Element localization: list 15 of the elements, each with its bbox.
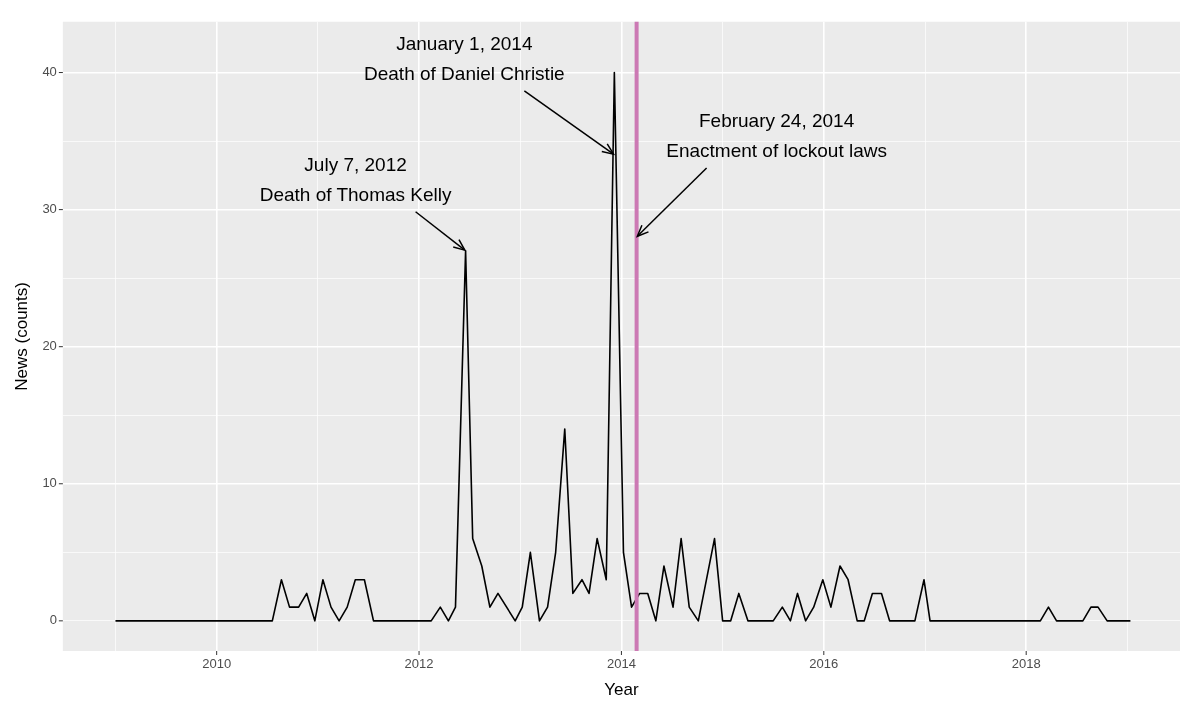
annotation: January 1, 2014 Death of Daniel Christie bbox=[364, 33, 565, 84]
y-tick-label: 20 bbox=[42, 338, 57, 354]
y-axis-title: News (counts) bbox=[11, 282, 31, 391]
x-tick-label: 2012 bbox=[404, 656, 434, 672]
x-tick-label: 2018 bbox=[1011, 656, 1041, 672]
y-tick-label: 0 bbox=[49, 612, 57, 628]
x-tick-label: 2014 bbox=[606, 656, 636, 672]
annotation: July 7, 2012 Death of Thomas Kelly bbox=[259, 153, 453, 205]
annotation: February 24, 2014 Enactment of lockout laws bbox=[666, 110, 887, 162]
x-tick-label: 2010 bbox=[202, 656, 232, 672]
y-tick-label: 10 bbox=[42, 475, 57, 491]
x-tick-label: 2016 bbox=[809, 656, 839, 672]
y-tick-label: 40 bbox=[42, 64, 57, 80]
x-axis-title: Year bbox=[604, 680, 639, 700]
y-tick-label: 30 bbox=[42, 201, 57, 217]
